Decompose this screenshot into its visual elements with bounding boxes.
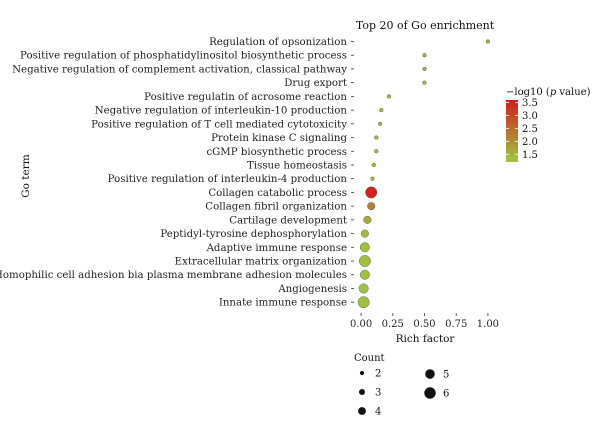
data-point [359, 242, 370, 253]
size-legend-label: 3 [375, 388, 381, 399]
size-legend-title: Count [354, 353, 385, 364]
x-tick-label: 0.50 [413, 319, 435, 330]
x-tick-label: 0.75 [445, 319, 467, 330]
data-point [358, 255, 371, 267]
term-label: Negative regulation of interleukin-10 pr… [95, 106, 348, 117]
color-bar-tick-label: 3.0 [522, 111, 538, 122]
data-point [422, 66, 427, 72]
data-point [371, 162, 376, 168]
size-legend-label: 2 [375, 369, 381, 380]
chart-title: Top 20 of Go enrichment [356, 19, 495, 32]
data-point [370, 176, 375, 181]
color-legend: −log10 (p value) 3.5 3.0 2.5 2.0 1.5 [506, 87, 591, 162]
term-label: Homophilic cell adhesion bia plasma memb… [0, 270, 347, 281]
size-legend-dot [424, 387, 436, 399]
color-legend-title-prefix: −log10 ( [506, 87, 550, 98]
term-label: cGMP biosynthetic process [206, 147, 347, 158]
data-point [485, 39, 491, 44]
x-tick-label: 0.25 [382, 319, 404, 330]
data-point [357, 296, 370, 309]
data-point [367, 202, 376, 211]
color-legend-title: −log10 (p value) [506, 87, 591, 98]
data-point [359, 269, 370, 280]
term-label: Positive regulatin of acrosome reaction [144, 92, 347, 103]
size-legend-entries: 2 3 4 5 6 [358, 369, 449, 418]
size-legend-label: 4 [375, 407, 381, 418]
term-label: Angiogenesis [277, 284, 347, 295]
data-point [363, 215, 372, 224]
color-bar [506, 100, 518, 162]
data-point [360, 229, 369, 238]
color-bar-tick-label: 2.0 [522, 137, 538, 148]
x-tick-label: 0.00 [350, 319, 372, 330]
term-label: Protein kinase C signaling [211, 133, 347, 144]
color-legend-title-suffix: value) [556, 87, 590, 98]
term-label: Negative regulation of complement activa… [12, 64, 347, 75]
term-label: Positive regulation of interleukin-4 pro… [108, 174, 348, 185]
term-label: Drug export [284, 78, 348, 89]
size-legend-dot [425, 369, 435, 379]
term-label: Peptidyl-tyrosine dephosphorylation [160, 229, 347, 240]
data-point [422, 53, 427, 58]
term-label: Adaptive immune response [206, 243, 347, 254]
size-legend-dot [358, 407, 366, 415]
term-label: Tissue homeostasis [247, 160, 347, 171]
size-legend-dot [359, 370, 365, 376]
term-label: Positive regulation of T cell mediated c… [91, 119, 347, 130]
size-legend-dot [358, 388, 366, 396]
term-label: Collagen fibril organization [205, 202, 347, 213]
data-points [357, 39, 491, 309]
data-point [374, 135, 379, 140]
data-point [422, 80, 427, 85]
term-label: Innate immune response [219, 298, 347, 309]
data-point [374, 149, 379, 154]
size-legend-label: 5 [443, 370, 449, 381]
data-point [386, 94, 392, 99]
term-label: Extracellular matrix organization [175, 257, 348, 268]
size-legend: Count 2 3 4 5 6 [354, 353, 449, 418]
color-bar-tick-label: 1.5 [522, 150, 538, 161]
data-point [379, 107, 384, 113]
data-point [378, 121, 383, 126]
y-axis-ticks [351, 41, 354, 303]
y-axis-title: Go term [20, 154, 32, 197]
x-tick-label: 1.00 [477, 319, 499, 330]
term-label: Positive regulation of phosphatidylinosi… [20, 51, 347, 62]
term-label: Regulation of opsonization [209, 37, 347, 48]
data-point [358, 283, 369, 294]
term-label: Cartilage development [229, 215, 348, 226]
color-bar-tick-label: 2.5 [522, 124, 538, 135]
term-label: Collagen catabolic process [208, 188, 347, 199]
x-axis-ticks: 0.00 0.25 0.50 0.75 1.00 [350, 313, 499, 330]
size-legend-label: 6 [443, 389, 449, 400]
data-point [365, 186, 378, 199]
color-bar-tick-label: 3.5 [522, 98, 538, 109]
x-axis-title: Rich factor [396, 333, 456, 345]
color-bar-ticks: 3.5 3.0 2.5 2.0 1.5 [506, 98, 538, 161]
color-legend-title-p: p [550, 87, 557, 98]
term-labels: Regulation of opsonization Positive regul… [0, 37, 348, 309]
